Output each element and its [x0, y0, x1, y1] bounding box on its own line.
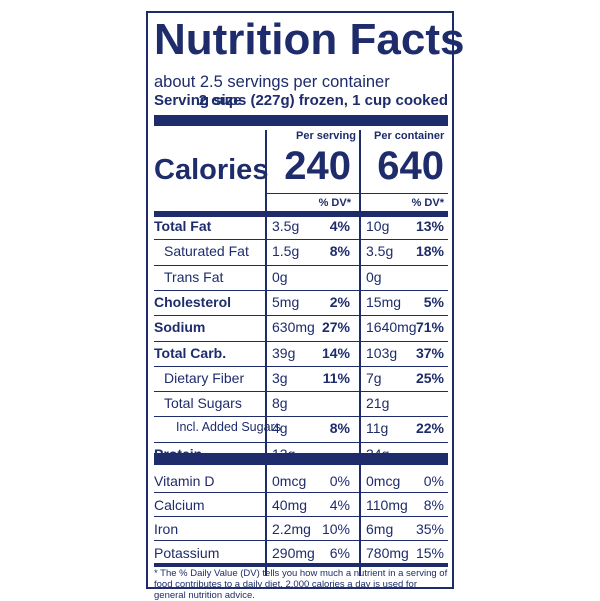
- nutrient-name: Saturated Fat: [164, 243, 249, 260]
- row-divider: [154, 416, 448, 418]
- nutrient-name: Total Fat: [154, 218, 212, 234]
- container-amount: 11g: [366, 420, 389, 437]
- nutrition-facts-label: Nutrition Facts about 2.5 servings per c…: [146, 11, 464, 601]
- serving-daily-value: 8%: [329, 420, 350, 437]
- nutrient-name: Total Sugars: [164, 395, 242, 412]
- serving-size-label: Serving size: [154, 92, 242, 109]
- divider-bar-top: [154, 115, 448, 126]
- serving-daily-value: 0%: [329, 473, 350, 489]
- serving-daily-value: 6%: [329, 545, 350, 561]
- serving-amount: 0mcg: [272, 473, 307, 489]
- container-amount: 15mg: [366, 293, 402, 310]
- row-divider: [154, 441, 448, 443]
- serving-amount: 3.5g: [272, 218, 300, 234]
- container-amount: 1640mg: [366, 319, 417, 336]
- divider-bar-calories: [154, 211, 448, 217]
- dv-header-container: % DV*: [411, 197, 444, 209]
- calories-label: Calories: [154, 154, 269, 186]
- row-divider: [154, 365, 448, 367]
- divider-bar-vitamins: [154, 453, 448, 465]
- serving-amount: 5mg: [272, 293, 300, 310]
- serving-daily-value: 10%: [321, 521, 350, 537]
- row-divider: [154, 492, 448, 493]
- nutrient-name: Cholesterol: [154, 293, 232, 310]
- serving-daily-value: 14%: [321, 344, 350, 361]
- nutrient-name: Incl. Added Sugars: [176, 420, 281, 435]
- container-amount: 3.5g: [366, 243, 394, 260]
- footnote: * The % Daily Value (DV) tells you how m…: [154, 568, 448, 601]
- calories-per-serving: 240: [284, 144, 351, 188]
- divider-bar-footnote: [154, 563, 448, 567]
- container-amount: 21g: [366, 395, 390, 412]
- serving-daily-value: 8%: [329, 243, 350, 260]
- container-daily-value: 35%: [415, 521, 444, 537]
- container-amount: 103g: [366, 344, 398, 361]
- container-amount: 0mcg: [366, 473, 401, 489]
- container-amount: 10g: [366, 218, 390, 234]
- column-divider-2: [359, 130, 361, 576]
- serving-daily-value: 4%: [329, 497, 350, 513]
- serving-daily-value: 27%: [321, 319, 350, 336]
- serving-amount: 2.2mg: [272, 521, 311, 537]
- nutrient-name: Total Carb.: [154, 344, 227, 361]
- container-daily-value: 8%: [423, 497, 444, 513]
- vitamin-name: Iron: [154, 521, 179, 537]
- serving-daily-value: 11%: [322, 369, 350, 386]
- container-daily-value: 71%: [415, 319, 444, 336]
- serving-amount: 40mg: [272, 497, 308, 513]
- container-amount: 7g: [366, 369, 382, 386]
- row-divider: [154, 340, 448, 342]
- column-divider-1: [265, 130, 267, 576]
- serving-amount: 4g: [272, 420, 288, 437]
- dv-header-serving: % DV*: [318, 197, 351, 209]
- nutrient-name: Trans Fat: [164, 268, 224, 285]
- per-container-header: Per container: [374, 130, 445, 142]
- nutrient-name: Dietary Fiber: [164, 369, 245, 386]
- row-divider: [154, 516, 448, 517]
- vitamin-name: Vitamin D: [154, 473, 215, 489]
- container-amount: 6mg: [366, 521, 394, 537]
- row-divider: [154, 289, 448, 291]
- serving-amount: 3g: [272, 369, 288, 386]
- per-serving-header: Per serving: [296, 130, 356, 142]
- serving-amount: 630mg: [272, 319, 315, 336]
- serving-daily-value: 4%: [329, 218, 350, 234]
- container-amount: 780mg: [366, 545, 409, 561]
- calories-per-container: 640: [377, 144, 444, 188]
- serving-amount: 0g: [272, 268, 288, 285]
- container-daily-value: 25%: [415, 369, 444, 386]
- row-divider: [154, 264, 448, 266]
- container-amount: 110mg: [366, 497, 408, 513]
- vitamin-name: Potassium: [154, 545, 220, 561]
- vitamin-name: Calcium: [154, 497, 205, 513]
- row-divider: [154, 391, 448, 393]
- row-divider: [154, 540, 448, 541]
- serving-size-value: 2 cups (227g) frozen, 1 cup cooked: [198, 92, 448, 109]
- nutrient-name: Sodium: [154, 319, 206, 336]
- label-title: Nutrition Facts: [154, 15, 465, 64]
- serving-amount: 290mg: [272, 545, 315, 561]
- container-daily-value: 18%: [415, 243, 444, 260]
- serving-amount: 8g: [272, 395, 288, 412]
- serving-amount: 1.5g: [272, 243, 300, 260]
- container-daily-value: 37%: [415, 344, 444, 361]
- container-daily-value: 22%: [415, 420, 444, 437]
- container-amount: 0g: [366, 268, 382, 285]
- container-daily-value: 5%: [423, 293, 444, 310]
- cal-divider-container: [361, 193, 448, 194]
- serving-daily-value: 2%: [329, 293, 350, 310]
- servings-per-container: about 2.5 servings per container: [154, 73, 390, 91]
- row-divider: [154, 315, 448, 317]
- serving-amount: 39g: [272, 344, 296, 361]
- row-divider: [154, 239, 448, 241]
- container-daily-value: 13%: [415, 218, 444, 234]
- container-daily-value: 15%: [415, 545, 444, 561]
- serving-size-row: Serving size 2 cups (227g) frozen, 1 cup…: [154, 92, 448, 112]
- container-daily-value: 0%: [423, 473, 444, 489]
- cal-divider-serving: [267, 193, 359, 194]
